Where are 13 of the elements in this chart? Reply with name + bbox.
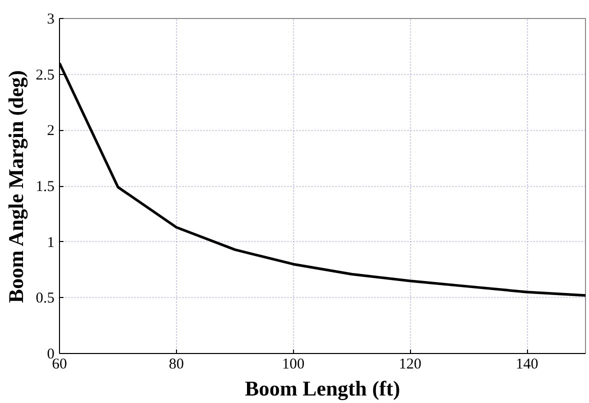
y-tick-label: 1.5: [36, 179, 54, 195]
y-tick-label: 0.5: [36, 290, 54, 307]
x-tick-label: 120: [398, 356, 422, 372]
y-tick-label: 2.5: [36, 67, 54, 84]
y-axis-title: Boom Angle Margin (deg): [4, 70, 28, 303]
x-tick-label: 100: [282, 356, 305, 372]
y-tick-label: 1: [47, 234, 54, 251]
x-tick-label: 80: [168, 356, 184, 372]
x-tick-label: 60: [52, 356, 67, 372]
x-axis-title: Boom Length (ft): [244, 376, 400, 400]
y-tick-label: 2: [47, 123, 54, 140]
x-tick-label: 140: [516, 356, 538, 372]
y-tick-label: 3: [47, 12, 54, 28]
